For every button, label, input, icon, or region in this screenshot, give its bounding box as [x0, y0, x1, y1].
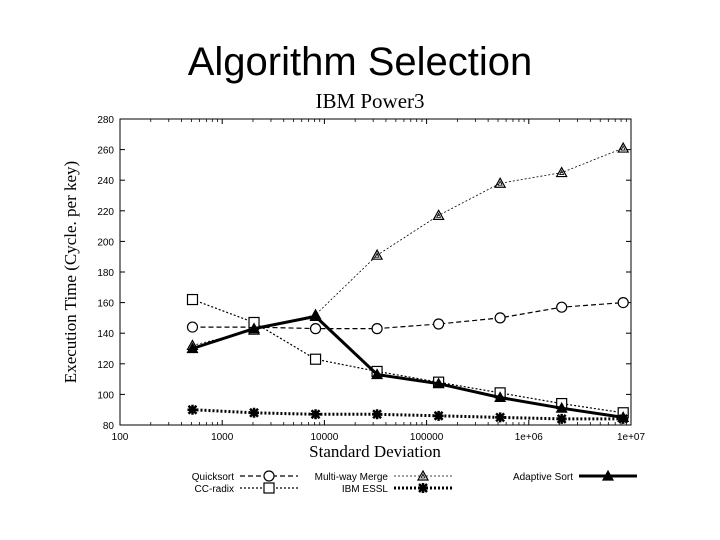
legend-marker-ibm-essl — [418, 483, 428, 493]
data-point-adaptive-sort — [186, 342, 199, 354]
data-point-quicksort — [186, 321, 199, 333]
x-tick-label: 100000 — [410, 432, 444, 443]
data-point-ibm-essl — [433, 410, 444, 421]
y-axis-label: Execution Time (Cycle. per key) — [61, 161, 80, 383]
data-point-quicksort — [556, 301, 568, 313]
data-point-adaptive-sort — [494, 391, 507, 403]
legend-marker-quicksort — [263, 470, 275, 482]
data-point-adaptive-sort — [617, 411, 630, 422]
data-point-multi-way-merge — [617, 141, 630, 153]
x-tick-label: 1e+07 — [617, 432, 646, 443]
data-point-multi-way-merge — [371, 248, 384, 260]
data-point-adaptive-sort — [371, 368, 384, 380]
data-point-ibm-essl — [249, 407, 260, 418]
legend-marker-multi-way-merge-inner — [420, 473, 426, 479]
y-tick-label: 220 — [97, 207, 114, 218]
data-point-multi-way-merge-inner — [559, 169, 565, 175]
series-line-quicksort — [192, 302, 624, 330]
series-line-adaptive-sort — [192, 314, 624, 419]
chart-title: IBM Power3 — [315, 89, 424, 113]
data-point-adaptive-sort — [555, 401, 568, 413]
data-point-multi-way-merge-inner — [374, 252, 380, 258]
data-point-multi-way-merge — [432, 209, 445, 220]
series-cc-radix — [186, 293, 629, 419]
legend-label-adaptive-sort: Adaptive Sort — [513, 472, 573, 483]
data-point-multi-way-merge-inner — [620, 145, 626, 151]
legend-label-cc-radix: CC-radix — [195, 484, 234, 495]
data-point-multi-way-merge-inner — [435, 212, 442, 218]
x-tick-label: 100 — [112, 432, 129, 443]
y-tick-label: 100 — [97, 390, 114, 401]
y-tick-label: 140 — [97, 329, 114, 340]
legend-label-multi-way-merge: Multi-way Merge — [315, 472, 389, 483]
y-tick-label: 200 — [97, 237, 114, 248]
data-point-multi-way-merge-inner — [497, 180, 503, 186]
y-tick-label: 120 — [97, 360, 114, 371]
series-adaptive-sort — [186, 310, 630, 422]
data-point-ibm-essl — [187, 404, 198, 415]
series-line-cc-radix — [192, 298, 624, 414]
series-line-multi-way-merge — [192, 147, 624, 346]
legend-label-quicksort: Quicksort — [192, 472, 234, 483]
data-point-ibm-essl — [372, 409, 383, 420]
slide-title: Algorithm Selection — [187, 40, 533, 84]
x-tick-label: 1e+06 — [515, 432, 544, 443]
legend-marker-adaptive-sort — [601, 469, 615, 481]
y-tick-label: 260 — [97, 146, 114, 157]
data-point-adaptive-sort — [432, 377, 445, 389]
legend-marker-cc-radix — [263, 482, 275, 494]
legend-label-ibm-essl: IBM ESSL — [342, 484, 389, 495]
data-point-ibm-essl — [556, 413, 567, 424]
data-point-multi-way-merge — [555, 166, 568, 178]
data-point-quicksort — [433, 318, 445, 330]
x-tick-label: 1000 — [211, 432, 234, 443]
series-layer — [186, 141, 630, 424]
y-tick-label: 160 — [97, 299, 114, 310]
data-point-ibm-essl — [495, 412, 506, 423]
data-point-cc-radix — [309, 353, 322, 365]
data-point-multi-way-merge — [494, 177, 507, 188]
data-point-adaptive-sort — [247, 322, 261, 334]
data-point-cc-radix — [186, 293, 199, 306]
data-point-adaptive-sort — [309, 310, 322, 321]
data-point-quicksort — [494, 312, 506, 324]
legend-marker-multi-way-merge — [416, 469, 430, 481]
y-tick-label: 240 — [97, 176, 114, 187]
data-point-quicksort — [617, 297, 629, 309]
x-tick-label: 10000 — [310, 432, 338, 443]
y-tick-label: 280 — [97, 115, 114, 126]
x-axis-label: Standard Deviation — [309, 442, 441, 461]
y-tick-label: 180 — [97, 268, 114, 279]
data-point-quicksort — [371, 323, 383, 335]
y-tick-label: 80 — [103, 421, 115, 432]
data-point-quicksort — [309, 323, 322, 335]
data-point-ibm-essl — [310, 409, 321, 420]
